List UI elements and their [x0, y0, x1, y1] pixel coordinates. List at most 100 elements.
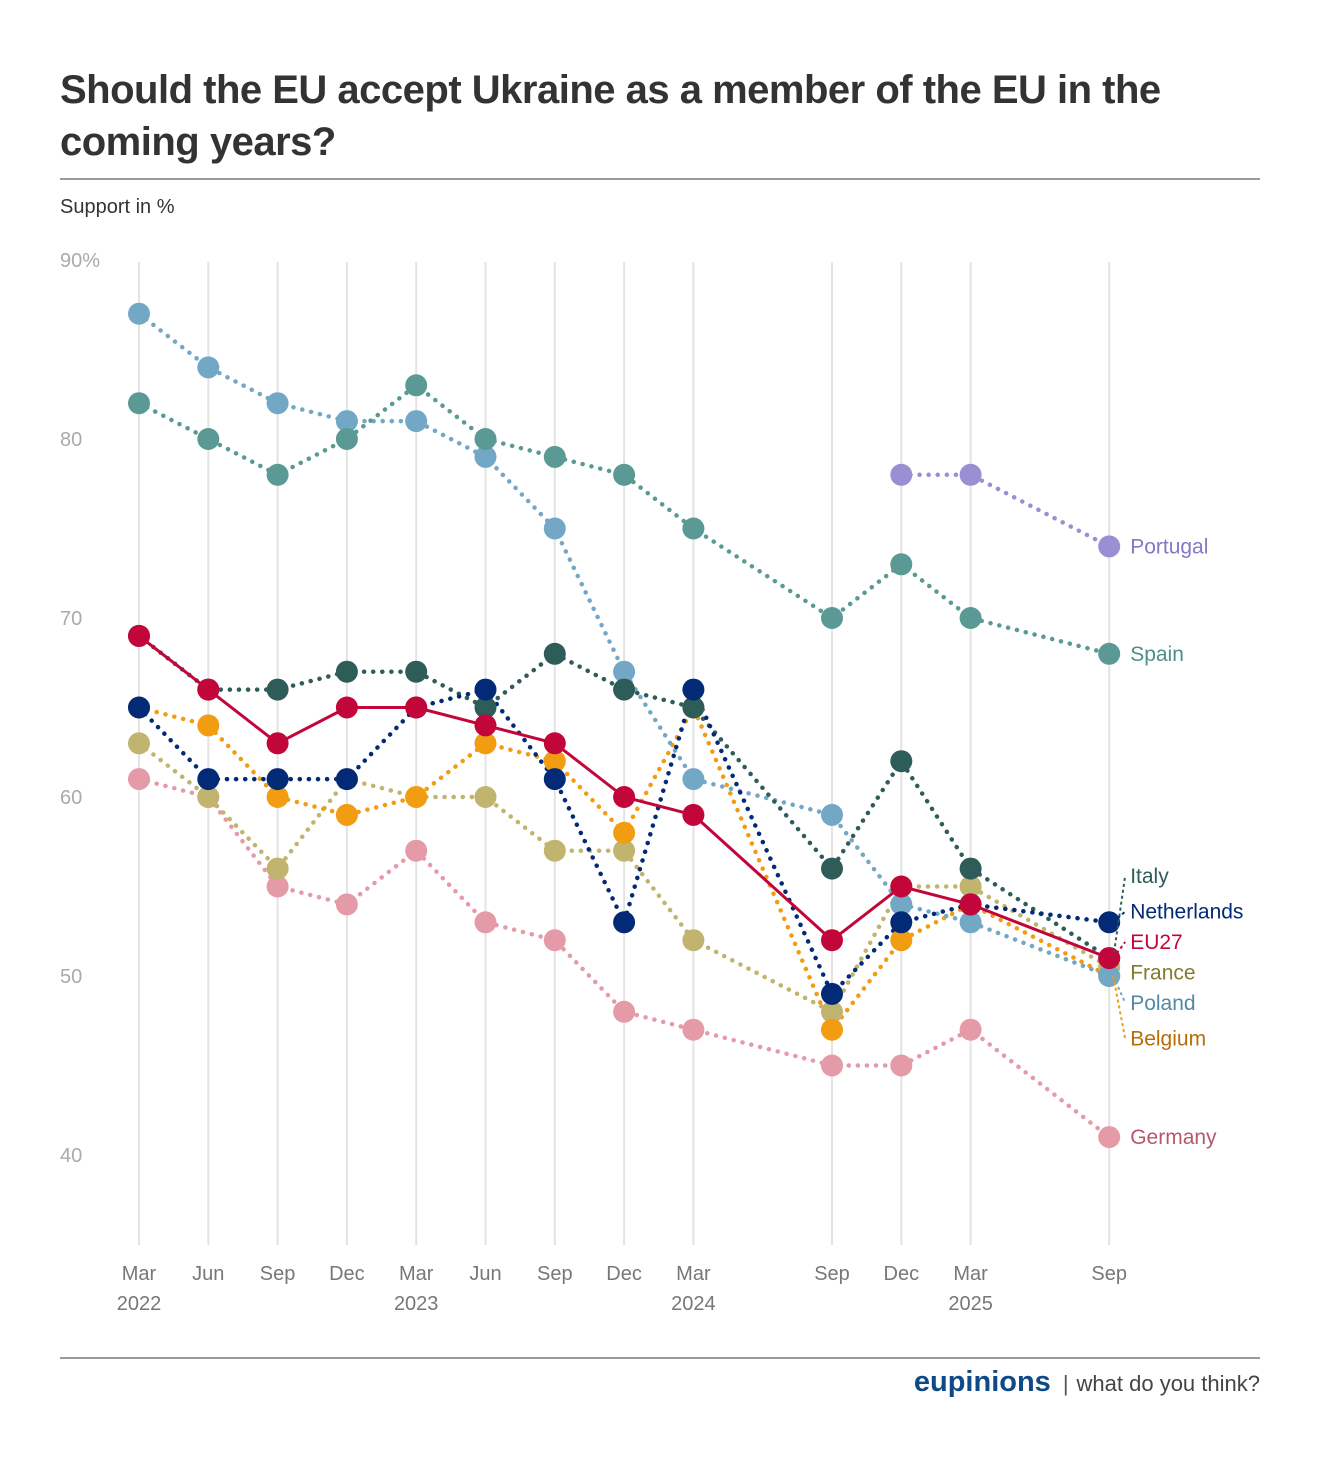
data-point-italy [821, 857, 843, 880]
data-point-italy [682, 696, 705, 719]
x-tick-label: Mar [676, 1263, 711, 1285]
data-point-germany [613, 1000, 636, 1023]
data-point-eu27 [266, 732, 289, 755]
data-point-netherlands [682, 678, 705, 701]
data-point-germany [128, 768, 150, 791]
data-point-france [197, 786, 220, 808]
x-tick-label: Sep [814, 1263, 850, 1285]
data-point-spain [128, 392, 150, 415]
title-divider [60, 178, 1260, 180]
data-point-spain [821, 607, 843, 629]
data-point-poland [890, 893, 913, 916]
data-point-france [543, 839, 566, 862]
data-point-spain [197, 428, 220, 450]
x-tick-label: Dec [329, 1263, 365, 1285]
data-point-poland [1098, 965, 1121, 987]
data-point-italy [335, 660, 358, 683]
series-label-poland: Poland [1130, 992, 1195, 1015]
data-point-spain [405, 374, 428, 397]
x-tick-label: Sep [537, 1263, 573, 1285]
data-point-belgium [474, 732, 497, 755]
data-point-spain [682, 517, 705, 540]
data-point-poland [128, 302, 150, 325]
data-point-france [682, 929, 705, 952]
footer-divider [60, 1357, 1260, 1359]
data-point-netherlands [335, 768, 358, 791]
data-point-netherlands [266, 768, 289, 791]
x-tick-label: Mar [122, 1263, 157, 1285]
data-point-belgium [543, 750, 566, 773]
series-labels: Portugal Spain Italy Netherlands EU27 France P… [1112, 535, 1243, 1149]
label-leader-belgium [1112, 975, 1127, 1039]
data-point-belgium [613, 821, 636, 844]
data-point-belgium [266, 786, 289, 808]
data-point-eu27 [197, 678, 220, 701]
chart-title: Should the EU accept Ukraine as a member… [60, 68, 1161, 164]
x-tick-label: Sep [260, 1263, 296, 1285]
data-point-germany [405, 839, 428, 862]
x-tick-label: Jun [192, 1263, 224, 1285]
data-point-netherlands [1098, 911, 1121, 934]
series-label-france: France [1130, 961, 1195, 984]
x-tick-label: Jun [469, 1263, 501, 1285]
series-label-netherlands: Netherlands [1130, 901, 1243, 924]
data-point-eu27 [474, 714, 497, 737]
data-point-eu27 [613, 786, 636, 808]
data-point-netherlands [543, 768, 566, 791]
series-label-portugal: Portugal [1130, 535, 1208, 558]
y-tick-label: 70 [60, 608, 82, 630]
data-point-germany [1098, 1126, 1121, 1149]
data-point-poland [682, 768, 705, 791]
data-point-italy [959, 857, 982, 880]
series-line-portugal [899, 472, 1112, 549]
x-tick-year-label: 2023 [394, 1293, 439, 1315]
data-point-netherlands [128, 696, 150, 719]
data-point-germany [335, 893, 358, 916]
line-chart: 90% 80 70 60 50 40 Mar 2022 Jun Sep Dec Mar 2023 Jun… [60, 250, 1243, 1315]
x-axis: Mar 2022 Jun Sep Dec Mar 2023 Jun Sep Dec Mar 2024 S… [117, 1263, 1127, 1315]
data-point-france [474, 786, 497, 808]
x-tick-label: Mar [953, 1263, 988, 1285]
data-point-poland [405, 410, 428, 433]
data-point-eu27 [890, 875, 913, 898]
data-point-belgium [405, 786, 428, 808]
data-point-netherlands [821, 982, 843, 1005]
y-tick-label: 90% [60, 250, 100, 272]
data-point-italy [266, 678, 289, 701]
data-point-germany [890, 1054, 913, 1077]
data-point-spain [543, 445, 566, 468]
data-point-spain [959, 607, 982, 629]
data-point-poland [335, 410, 358, 433]
data-point-spain [890, 553, 913, 576]
data-point-belgium [821, 1018, 843, 1041]
series-points [128, 302, 1121, 1149]
data-point-netherlands [890, 911, 913, 934]
data-point-poland [821, 803, 843, 826]
data-point-eu27 [959, 893, 982, 916]
data-point-france [821, 1000, 843, 1023]
data-point-germany [266, 875, 289, 898]
y-tick-label: 60 [60, 787, 82, 809]
data-point-italy [890, 750, 913, 773]
data-point-poland [474, 445, 497, 468]
data-point-spain [474, 428, 497, 450]
chart-subtitle: Support in % [60, 196, 175, 218]
data-point-belgium [197, 714, 220, 737]
data-point-italy [405, 660, 428, 683]
brand-logo: eupinions [913, 1366, 1051, 1398]
x-tick-label: Dec [884, 1263, 920, 1285]
data-point-italy [613, 678, 636, 701]
label-leader-italy [1112, 875, 1127, 959]
data-point-germany [682, 1018, 705, 1041]
data-point-eu27 [128, 624, 150, 647]
data-point-poland [266, 392, 289, 415]
data-point-belgium [890, 929, 913, 952]
data-point-italy [474, 696, 497, 719]
data-point-france [266, 857, 289, 880]
data-point-spain [613, 463, 636, 486]
data-point-italy [543, 642, 566, 665]
data-point-germany [474, 911, 497, 934]
footer-tagline: what do you think? [1076, 1371, 1260, 1396]
x-tick-label: Sep [1091, 1263, 1127, 1285]
x-tick-label: Dec [606, 1263, 642, 1285]
